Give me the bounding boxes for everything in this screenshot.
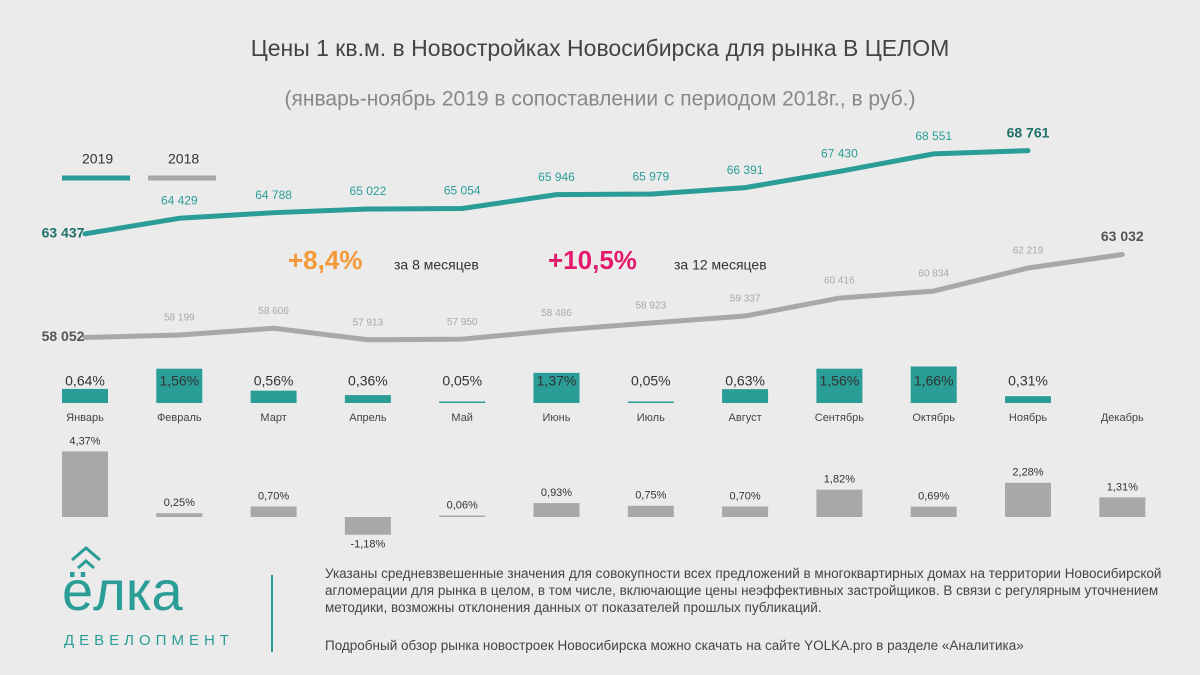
data-label: 65 979 — [632, 169, 669, 183]
series-line — [82, 148, 1031, 237]
x-tick-label: Сентябрь — [815, 412, 865, 424]
bar — [439, 515, 486, 517]
data-label: 58 052 — [42, 328, 85, 344]
bar — [62, 451, 108, 517]
annotation-text: за 8 месяцев — [394, 257, 479, 273]
bar — [156, 513, 203, 517]
bar — [344, 517, 391, 535]
data-label: 0,25% — [164, 497, 195, 509]
data-label: 63 032 — [1101, 228, 1144, 244]
data-label: 0,69% — [918, 491, 949, 503]
annotation-value: +10,5% — [548, 245, 637, 275]
logo: ёлка — [62, 559, 184, 622]
x-tick-label: Август — [729, 412, 762, 424]
x-tick-label: Июнь — [543, 412, 571, 424]
data-label: 68 551 — [915, 129, 952, 143]
data-label: 0,63% — [725, 373, 765, 389]
data-label: 60 834 — [918, 269, 949, 280]
footnote-link: Подробный обзор рынка новостроек Новосиб… — [325, 638, 1024, 653]
data-label: 59 337 — [730, 294, 761, 305]
data-label: 0,05% — [631, 373, 671, 389]
x-tick-label: Апрель — [349, 412, 387, 424]
data-label: 57 950 — [447, 317, 478, 328]
chart-title: Цены 1 кв.м. в Новостройках Новосибирска… — [251, 35, 950, 61]
series-line — [82, 251, 1125, 343]
data-label: 58 486 — [541, 308, 572, 319]
data-label: 0,64% — [65, 373, 105, 389]
data-label: 0,36% — [348, 373, 388, 389]
data-label: 65 946 — [538, 170, 575, 184]
bar — [62, 388, 108, 403]
data-label: 60 416 — [824, 276, 855, 287]
bar — [250, 506, 297, 517]
data-label: 58 606 — [258, 306, 289, 317]
x-tick-label: Январь — [66, 412, 104, 424]
bar — [627, 505, 674, 517]
bar — [1005, 482, 1051, 517]
data-label: -1,18% — [350, 539, 385, 551]
data-label: 1,56% — [159, 373, 199, 389]
x-tick-label: Март — [260, 412, 286, 424]
data-label: 1,31% — [1107, 481, 1138, 493]
logo-icon — [71, 546, 101, 570]
bar — [816, 368, 863, 403]
data-label: 0,70% — [258, 490, 289, 502]
bar — [533, 372, 580, 403]
bar — [910, 366, 957, 403]
bar — [722, 506, 769, 517]
data-label: 58 199 — [164, 313, 195, 324]
x-tick-label: Февраль — [157, 412, 202, 424]
x-tick-label: Май — [451, 412, 473, 424]
data-label: 4,37% — [69, 435, 100, 447]
data-label: 0,05% — [442, 373, 482, 389]
data-label: 65 022 — [350, 184, 387, 198]
data-label: 1,66% — [914, 373, 954, 389]
data-label: 64 788 — [255, 188, 292, 202]
bar — [627, 401, 674, 403]
logo-sub: девелопмент — [64, 632, 234, 649]
data-label: 65 054 — [444, 184, 481, 198]
legend-label: 2019 — [82, 151, 113, 167]
data-label: 0,93% — [541, 487, 572, 499]
data-label: 64 429 — [161, 193, 198, 207]
legend-label: 2018 — [168, 151, 199, 167]
data-label: 67 430 — [821, 147, 858, 161]
data-label: 63 437 — [42, 225, 85, 241]
bar — [816, 489, 863, 517]
bar — [344, 395, 391, 403]
data-label: 1,82% — [824, 474, 855, 486]
data-label: 0,75% — [635, 490, 666, 502]
data-label: 68 761 — [1007, 124, 1050, 140]
chart-subtitle: (январь-ноябрь 2019 в сопоставлении с пе… — [285, 88, 916, 111]
bar — [533, 503, 580, 517]
data-label: 62 219 — [1013, 246, 1044, 257]
data-label: 1,37% — [537, 373, 577, 389]
data-label: 0,56% — [254, 373, 294, 389]
bar — [1099, 497, 1146, 517]
data-label: 57 913 — [353, 317, 384, 328]
data-label: 66 391 — [727, 163, 764, 177]
data-label: 0,31% — [1008, 373, 1048, 389]
footnote: Указаны средневзвешенные значения для со… — [325, 566, 1162, 615]
data-label: 2,28% — [1012, 467, 1043, 479]
bar — [250, 390, 297, 403]
bar — [1005, 396, 1051, 403]
annotation-text: за 12 месяцев — [674, 257, 767, 273]
data-label: 58 923 — [636, 301, 667, 312]
x-tick-label: Октябрь — [912, 412, 955, 424]
data-label: 0,70% — [729, 490, 760, 502]
x-tick-label: Июль — [637, 412, 665, 424]
bar — [439, 401, 486, 403]
data-label: 1,56% — [820, 373, 860, 389]
bar — [722, 389, 769, 403]
bar — [910, 506, 957, 517]
bar — [156, 368, 203, 403]
annotation-value: +8,4% — [288, 245, 362, 275]
data-label: 0,06% — [447, 499, 478, 511]
x-tick-label: Декабрь — [1101, 412, 1144, 424]
x-tick-label: Ноябрь — [1009, 412, 1047, 424]
